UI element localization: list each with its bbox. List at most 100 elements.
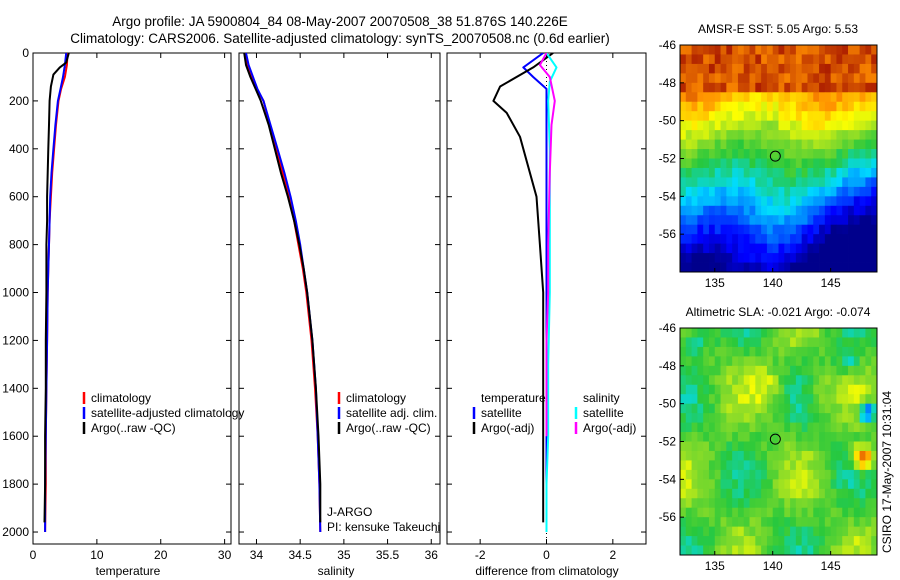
map-cell [871, 149, 878, 159]
map-cell [871, 73, 878, 84]
map-cell [732, 54, 739, 65]
map-cell [761, 422, 768, 433]
map-cell [801, 488, 808, 499]
map-cell [784, 243, 791, 254]
map-cell [691, 328, 698, 338]
map-cell [732, 413, 739, 423]
map-cell [865, 73, 872, 84]
map-cell [732, 375, 739, 386]
map-cell [853, 196, 861, 207]
map-cell [819, 177, 826, 188]
map-cell [842, 365, 849, 376]
map-cell [755, 139, 762, 150]
map-cell [749, 479, 756, 490]
map-cell [836, 92, 843, 103]
map-cell [680, 328, 687, 338]
map-cell [824, 215, 832, 226]
map-cell [772, 177, 779, 188]
map-cell [865, 469, 872, 480]
map-cell [813, 328, 820, 338]
map-cell [813, 215, 820, 226]
map-cell [749, 73, 756, 84]
map-cell [830, 262, 837, 273]
map-cell [726, 460, 733, 471]
map-cell [761, 73, 768, 84]
map-cell [714, 507, 721, 518]
map-cell [737, 186, 745, 197]
map-cell [801, 224, 808, 235]
map-cell [772, 422, 779, 433]
map-cell [691, 73, 698, 84]
map-cell [859, 432, 866, 442]
sal-xtick-label: 34.5 [288, 548, 312, 562]
map-cell [830, 507, 837, 518]
map-cell [830, 479, 837, 490]
map-cell [778, 82, 785, 93]
map-cell [830, 403, 837, 414]
map-cell [790, 337, 797, 348]
map-cell [732, 365, 739, 376]
map-cell [685, 403, 692, 414]
map-cell [801, 177, 808, 188]
map-cell [703, 356, 710, 367]
map-cell [749, 158, 756, 169]
map-cell [720, 262, 727, 273]
map-cell [819, 536, 826, 546]
map-cell [720, 63, 727, 74]
map-cell [685, 441, 692, 452]
map-cell [685, 479, 692, 490]
map-cell [685, 215, 692, 226]
map-cell [708, 186, 716, 197]
map-cell [697, 365, 704, 376]
map-cell [807, 450, 814, 461]
map-cell [790, 479, 797, 490]
map-cell [819, 460, 826, 471]
map-cell [801, 460, 808, 471]
map-cell [680, 384, 687, 395]
map-cell [836, 73, 843, 84]
map-cell [871, 422, 878, 433]
map-cell [865, 45, 872, 55]
map-cell [871, 130, 878, 140]
map-cell [836, 403, 843, 414]
map-cell [680, 488, 687, 499]
map-cell [795, 469, 803, 480]
map-cell [853, 205, 861, 216]
map-cell [766, 328, 774, 338]
map-cell [761, 149, 768, 159]
map-cell [691, 63, 698, 74]
map-cell [848, 450, 855, 461]
map-cell [772, 413, 779, 423]
map-cell [853, 253, 861, 263]
map-cell [732, 130, 739, 140]
map-cell [726, 196, 733, 207]
map-cell [708, 356, 716, 367]
map-cell [836, 507, 843, 518]
map-cell [680, 536, 687, 546]
map-cell [842, 337, 849, 348]
map-cell [766, 158, 774, 169]
map-cell [801, 441, 808, 452]
map-cell [714, 215, 721, 226]
map-cell [761, 139, 768, 150]
map-cell [732, 384, 739, 395]
map-cell [795, 394, 803, 405]
map-cell [743, 356, 750, 367]
legend-temperature-header: temperature [481, 391, 546, 405]
map-cell [720, 375, 727, 386]
map-cell [836, 488, 843, 499]
map-cell [778, 384, 785, 395]
map-cell [830, 356, 837, 367]
map-cell [755, 111, 762, 122]
map-cell [824, 224, 832, 235]
map-cell [813, 422, 820, 433]
map-cell [691, 460, 698, 471]
map-cell [842, 92, 849, 103]
map-cell [813, 346, 820, 357]
map-cell [848, 356, 855, 367]
map-cell [703, 139, 710, 150]
map-cell [761, 224, 768, 235]
map-cell [772, 139, 779, 150]
map-cell [819, 167, 826, 178]
map-cell [790, 63, 797, 74]
